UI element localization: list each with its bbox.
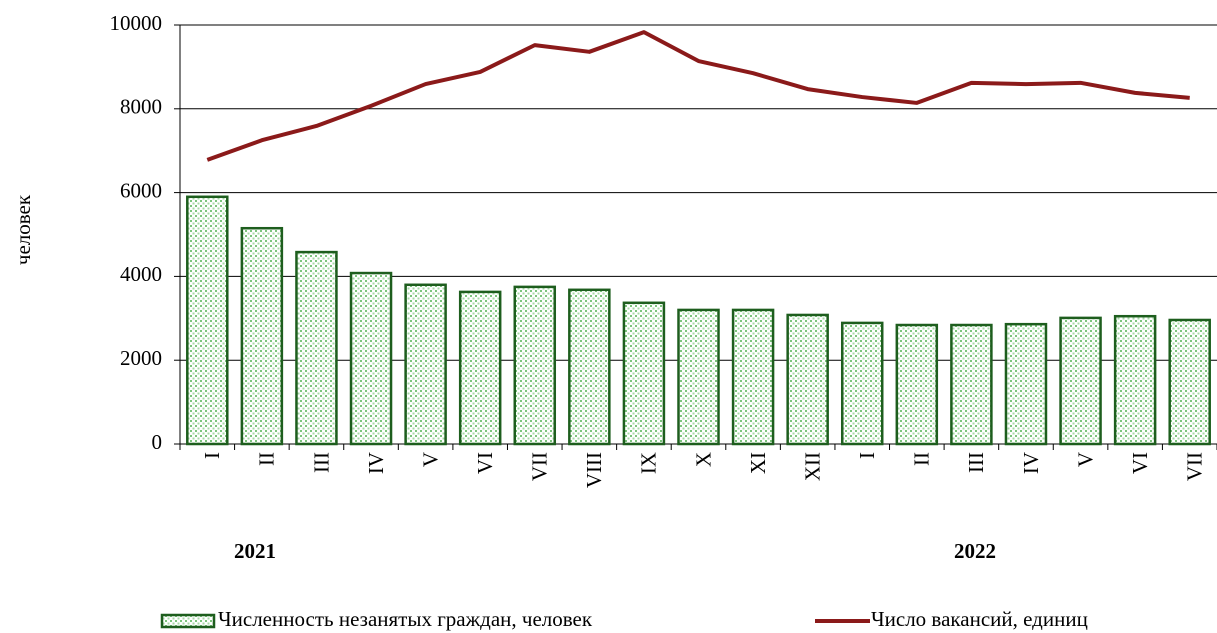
y-tick-label: 2000 <box>120 346 162 370</box>
bar <box>677 308 720 446</box>
year-label: 2022 <box>954 539 996 563</box>
x-tick-label: II <box>255 452 279 466</box>
bar <box>349 271 393 446</box>
x-tick-label: X <box>691 452 715 467</box>
x-tick-label: IV <box>1019 452 1043 474</box>
bar <box>786 313 829 446</box>
y-tick-label: 4000 <box>120 262 162 286</box>
x-tick-label: IV <box>364 452 388 474</box>
x-tick-label: III <box>964 452 988 473</box>
bar <box>1113 314 1157 446</box>
x-tick-label: IX <box>637 452 661 474</box>
line <box>206 30 1190 162</box>
x-tick-label: VI <box>473 452 497 474</box>
x-tick-label: VIII <box>582 452 606 488</box>
bar <box>1168 318 1211 446</box>
bar <box>895 323 939 446</box>
x-tick-label: V <box>418 452 442 467</box>
bar <box>513 285 557 446</box>
x-tick-label: III <box>309 452 333 473</box>
x-tick-label: II <box>910 452 934 466</box>
y-tick-label: 10000 <box>110 11 163 35</box>
year-label: 2021 <box>234 539 276 563</box>
y-tick-label: 6000 <box>120 178 162 202</box>
x-tick-label: VII <box>528 452 552 481</box>
legend-label: Число вакансий, единиц <box>871 607 1088 631</box>
bar <box>1004 322 1048 446</box>
bar <box>950 323 993 446</box>
y-axis-label: человек <box>11 194 35 265</box>
x-tick-label: VI <box>1128 452 1152 474</box>
y-tick-label: 8000 <box>120 95 162 119</box>
bar <box>295 250 338 446</box>
x-tick-label: I <box>200 452 224 459</box>
legend-swatch <box>160 613 216 629</box>
bar <box>186 195 229 446</box>
x-tick-label: I <box>855 452 879 459</box>
x-tick-label: V <box>1073 452 1097 467</box>
bar <box>622 301 666 446</box>
x-tick-label: XI <box>746 452 770 474</box>
bar <box>568 288 611 446</box>
legend-label: Численность незанятых граждан, человек <box>218 607 593 631</box>
x-tick-label: XII <box>800 452 824 481</box>
bar <box>731 308 775 446</box>
y-tick-label: 0 <box>152 430 163 454</box>
bar <box>840 321 884 446</box>
bar <box>1059 316 1102 446</box>
bar <box>404 283 447 446</box>
bar <box>458 290 502 446</box>
bar <box>240 226 284 446</box>
x-tick-label: VII <box>1183 452 1207 481</box>
